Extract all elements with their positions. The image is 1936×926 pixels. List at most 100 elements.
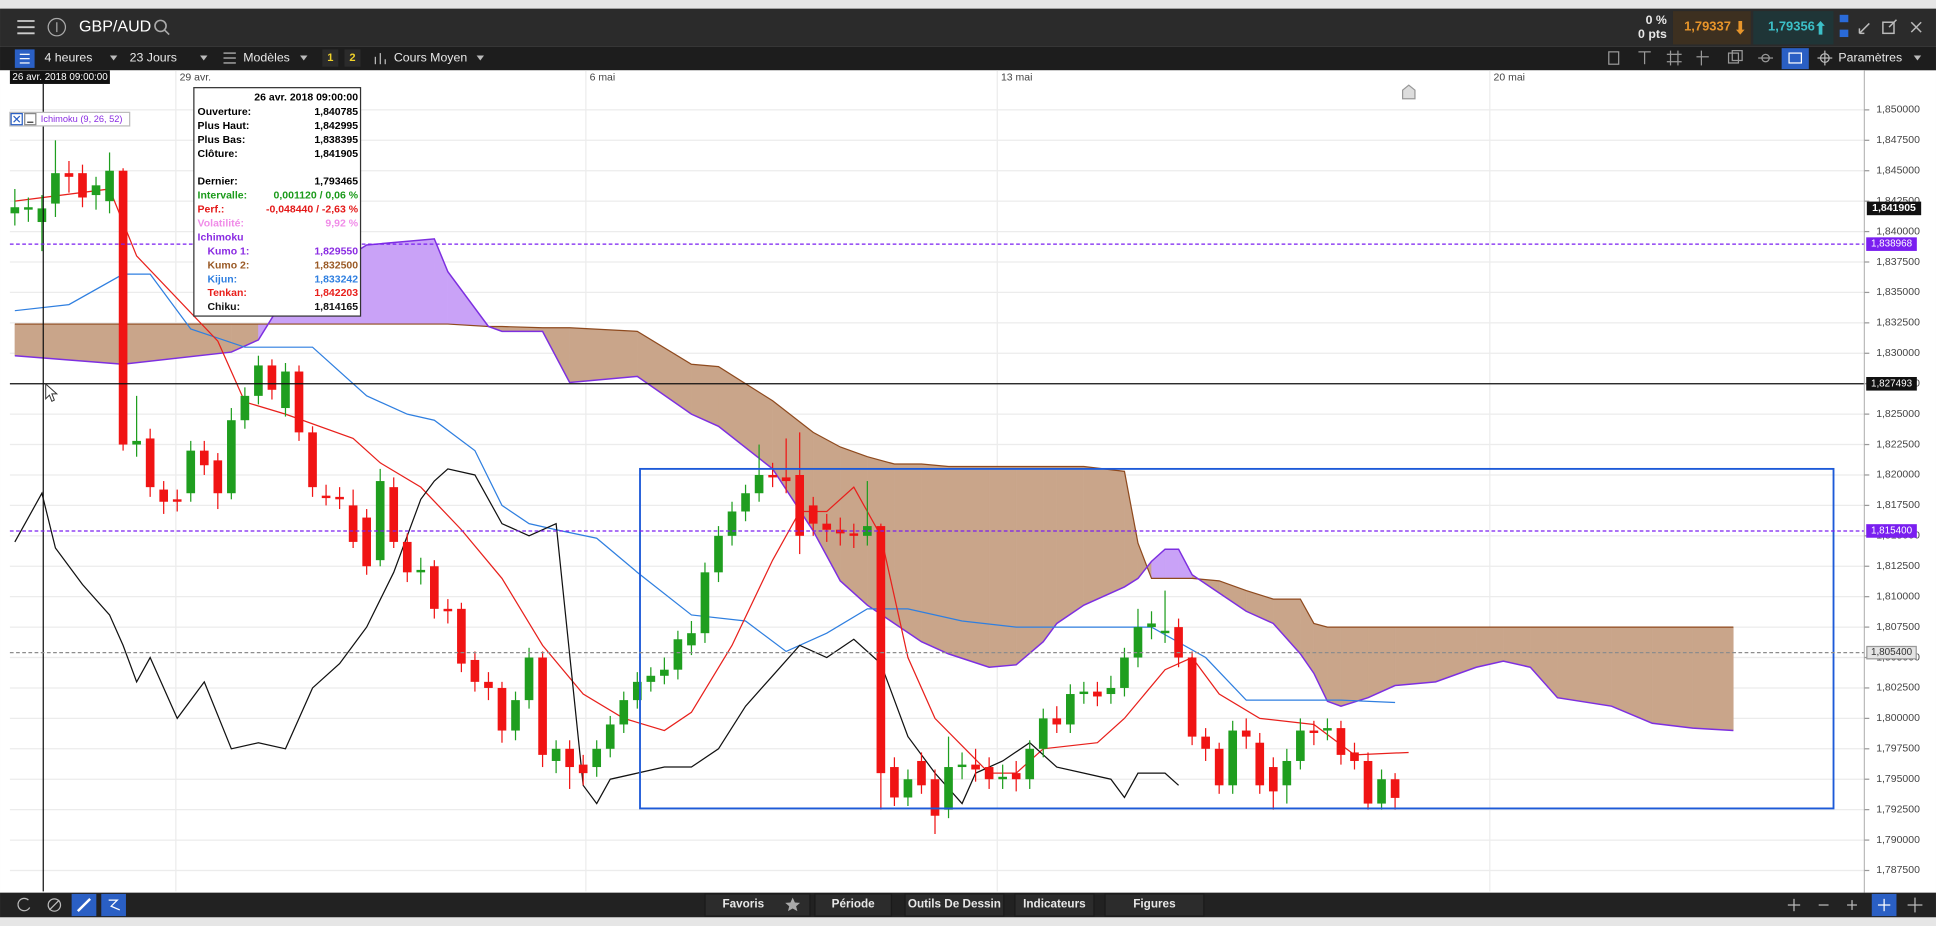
kumo-fill — [1340, 626, 1369, 707]
indicator-label[interactable]: Ichimoku (9, 26, 52) — [41, 114, 123, 124]
sell-button[interactable] — [1672, 11, 1751, 45]
menu-button[interactable] — [1014, 893, 1095, 917]
search-icon[interactable] — [154, 19, 170, 36]
y-tick-label: 1,802500 — [1876, 683, 1920, 694]
price-tag — [1866, 237, 1917, 251]
kumo-fill — [366, 238, 435, 325]
period[interactable]: 23 Jours — [130, 50, 177, 64]
menu-label[interactable]: Indicateurs — [1023, 897, 1086, 910]
event-marker[interactable] — [1401, 84, 1416, 100]
dropdown-arrow[interactable] — [109, 55, 118, 61]
menu-button[interactable] — [17, 20, 35, 35]
menu-button[interactable] — [704, 893, 811, 917]
kumo-fill — [1394, 626, 1436, 686]
bottom-left-icons[interactable] — [17, 897, 62, 912]
dropdown-arrow[interactable] — [476, 55, 485, 61]
price-mode[interactable]: Cours Moyen — [394, 50, 467, 64]
candle-body — [917, 760, 926, 786]
candle-body — [430, 566, 439, 609]
kumo-fill — [1164, 549, 1179, 579]
y-tick-label: 1,812500 — [1876, 561, 1920, 572]
info-value: 1,840785 — [314, 107, 358, 118]
price-tag-label: 1,827493 — [1871, 378, 1913, 389]
dropdown-arrow[interactable] — [300, 55, 308, 61]
menu-button[interactable] — [814, 893, 893, 917]
y-tick-label: 1,820000 — [1876, 470, 1920, 481]
candle-body — [1187, 657, 1197, 737]
info-value: 1,842203 — [314, 288, 358, 299]
favorite-star[interactable] — [785, 897, 801, 912]
candle-body — [281, 371, 290, 409]
y-tick-label: 1,800000 — [1876, 713, 1920, 724]
sell-price[interactable]: 1,79337 — [1684, 19, 1731, 34]
kumo-fill — [988, 466, 1017, 668]
settings[interactable]: Paramètres — [1838, 50, 1902, 64]
kumo-fill — [1557, 626, 1612, 707]
y-tick-label: 1,825000 — [1876, 409, 1920, 420]
candle-body — [1133, 627, 1143, 658]
window-icon[interactable] — [1839, 29, 1849, 38]
candle-body — [186, 450, 196, 494]
drawn-rectangle[interactable] — [639, 467, 1835, 810]
candle-body — [957, 764, 967, 768]
layout-button[interactable] — [344, 49, 361, 67]
layout-button[interactable] — [322, 49, 339, 67]
candle-body — [605, 724, 615, 749]
kumo-fill — [1327, 626, 1342, 707]
candle-body — [687, 633, 696, 646]
kumo-fill — [948, 466, 990, 668]
buy-price[interactable]: 1,79356 — [1768, 19, 1815, 34]
layout-2[interactable]: 2 — [349, 52, 355, 64]
price-tag — [1866, 376, 1917, 391]
window-icon[interactable] — [1839, 14, 1849, 23]
menu-button[interactable] — [904, 893, 1005, 917]
candle-body — [159, 489, 169, 502]
candle-body — [849, 533, 859, 536]
menu-label[interactable]: Figures — [1133, 897, 1176, 910]
candle-body — [1147, 623, 1156, 628]
candle-body — [1363, 760, 1373, 804]
candle-body — [10, 207, 20, 214]
window-controls[interactable] — [1858, 19, 1922, 35]
y-tick-label: 1,847500 — [1876, 135, 1920, 146]
candle-body — [335, 496, 344, 500]
kumo1-line — [14, 238, 1734, 732]
kumo-fill — [1476, 626, 1504, 668]
last-price-tag — [1866, 201, 1922, 216]
menu-label[interactable]: Outils De Dessin — [908, 897, 1001, 910]
price-tag-label: 1,838968 — [1871, 239, 1913, 250]
templates[interactable]: Modèles — [243, 50, 290, 64]
pencil-icon — [76, 897, 92, 913]
y-tick-label: 1,840000 — [1876, 226, 1920, 237]
menu-label[interactable]: Période — [832, 897, 875, 910]
dropdown-arrow[interactable] — [1913, 55, 1922, 61]
tool-icons[interactable] — [1608, 50, 1774, 66]
candle-body — [118, 170, 128, 445]
cursor-time-box — [9, 70, 110, 84]
last-price-label: 1,841905 — [1872, 203, 1916, 214]
dropdown-arrow[interactable] — [200, 55, 208, 61]
menu-button[interactable] — [1104, 893, 1205, 917]
active-tool[interactable] — [1781, 48, 1809, 70]
candle-body — [362, 517, 371, 567]
symbol[interactable]: GBP/AUD — [79, 17, 151, 35]
layout-1[interactable]: 1 — [327, 52, 333, 64]
change-pts: 0 pts — [1638, 27, 1667, 41]
menu-label[interactable]: Favoris — [722, 897, 764, 910]
candle-body — [578, 764, 588, 774]
kumo-fill — [1503, 626, 1531, 668]
account-badge[interactable] — [47, 17, 67, 37]
candle-body — [199, 450, 209, 466]
tenkan-line — [14, 188, 1409, 774]
kumo2-line — [14, 323, 1734, 628]
magnet-button[interactable] — [101, 893, 126, 917]
candle-body — [416, 569, 426, 573]
zoom-controls[interactable] — [1787, 897, 1923, 913]
candle-body — [1120, 657, 1129, 688]
candle-body — [240, 395, 250, 421]
candle-body — [930, 779, 940, 816]
timeframe[interactable]: 4 heures — [44, 50, 92, 64]
minimize-indicator[interactable] — [24, 112, 37, 126]
y-tick-label: 1,817500 — [1876, 500, 1920, 511]
candle-body — [1201, 736, 1210, 749]
